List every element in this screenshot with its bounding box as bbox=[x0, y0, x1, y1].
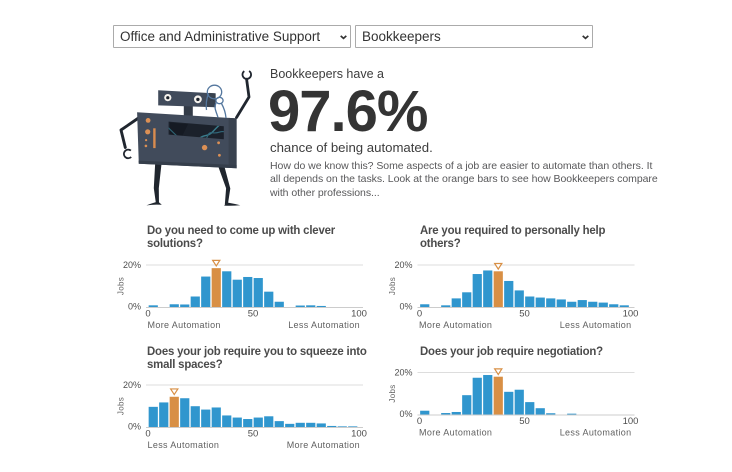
svg-text:Jobs: Jobs bbox=[388, 384, 397, 402]
svg-text:20%: 20% bbox=[394, 368, 412, 378]
svg-text:Less Automation: Less Automation bbox=[148, 440, 220, 450]
svg-text:50: 50 bbox=[519, 416, 530, 427]
svg-text:0: 0 bbox=[417, 309, 422, 320]
svg-text:100: 100 bbox=[623, 416, 639, 427]
svg-text:0: 0 bbox=[417, 416, 422, 427]
svg-text:0%: 0% bbox=[128, 422, 141, 432]
svg-text:0%: 0% bbox=[399, 409, 412, 419]
svg-text:100: 100 bbox=[351, 309, 367, 320]
svg-text:20%: 20% bbox=[123, 260, 141, 270]
svg-text:50: 50 bbox=[248, 309, 259, 320]
svg-text:100: 100 bbox=[351, 429, 367, 440]
svg-text:Jobs: Jobs bbox=[117, 397, 126, 415]
svg-text:0: 0 bbox=[145, 429, 150, 440]
svg-text:50: 50 bbox=[248, 429, 259, 440]
svg-text:0%: 0% bbox=[399, 302, 412, 312]
svg-text:More Automation: More Automation bbox=[419, 320, 492, 330]
svg-text:Less Automation: Less Automation bbox=[560, 320, 632, 330]
svg-text:Jobs: Jobs bbox=[117, 277, 126, 295]
svg-text:Less Automation: Less Automation bbox=[288, 320, 360, 330]
svg-text:More Automation: More Automation bbox=[419, 427, 492, 437]
svg-text:More Automation: More Automation bbox=[148, 320, 221, 330]
svg-text:20%: 20% bbox=[394, 260, 412, 270]
svg-text:Less Automation: Less Automation bbox=[560, 427, 632, 437]
svg-text:100: 100 bbox=[623, 309, 639, 320]
svg-text:20%: 20% bbox=[123, 380, 141, 390]
svg-text:0: 0 bbox=[145, 309, 150, 320]
svg-text:Jobs: Jobs bbox=[388, 277, 397, 295]
svg-text:50: 50 bbox=[519, 309, 530, 320]
svg-text:0%: 0% bbox=[128, 302, 141, 312]
svg-text:More Automation: More Automation bbox=[287, 440, 360, 450]
